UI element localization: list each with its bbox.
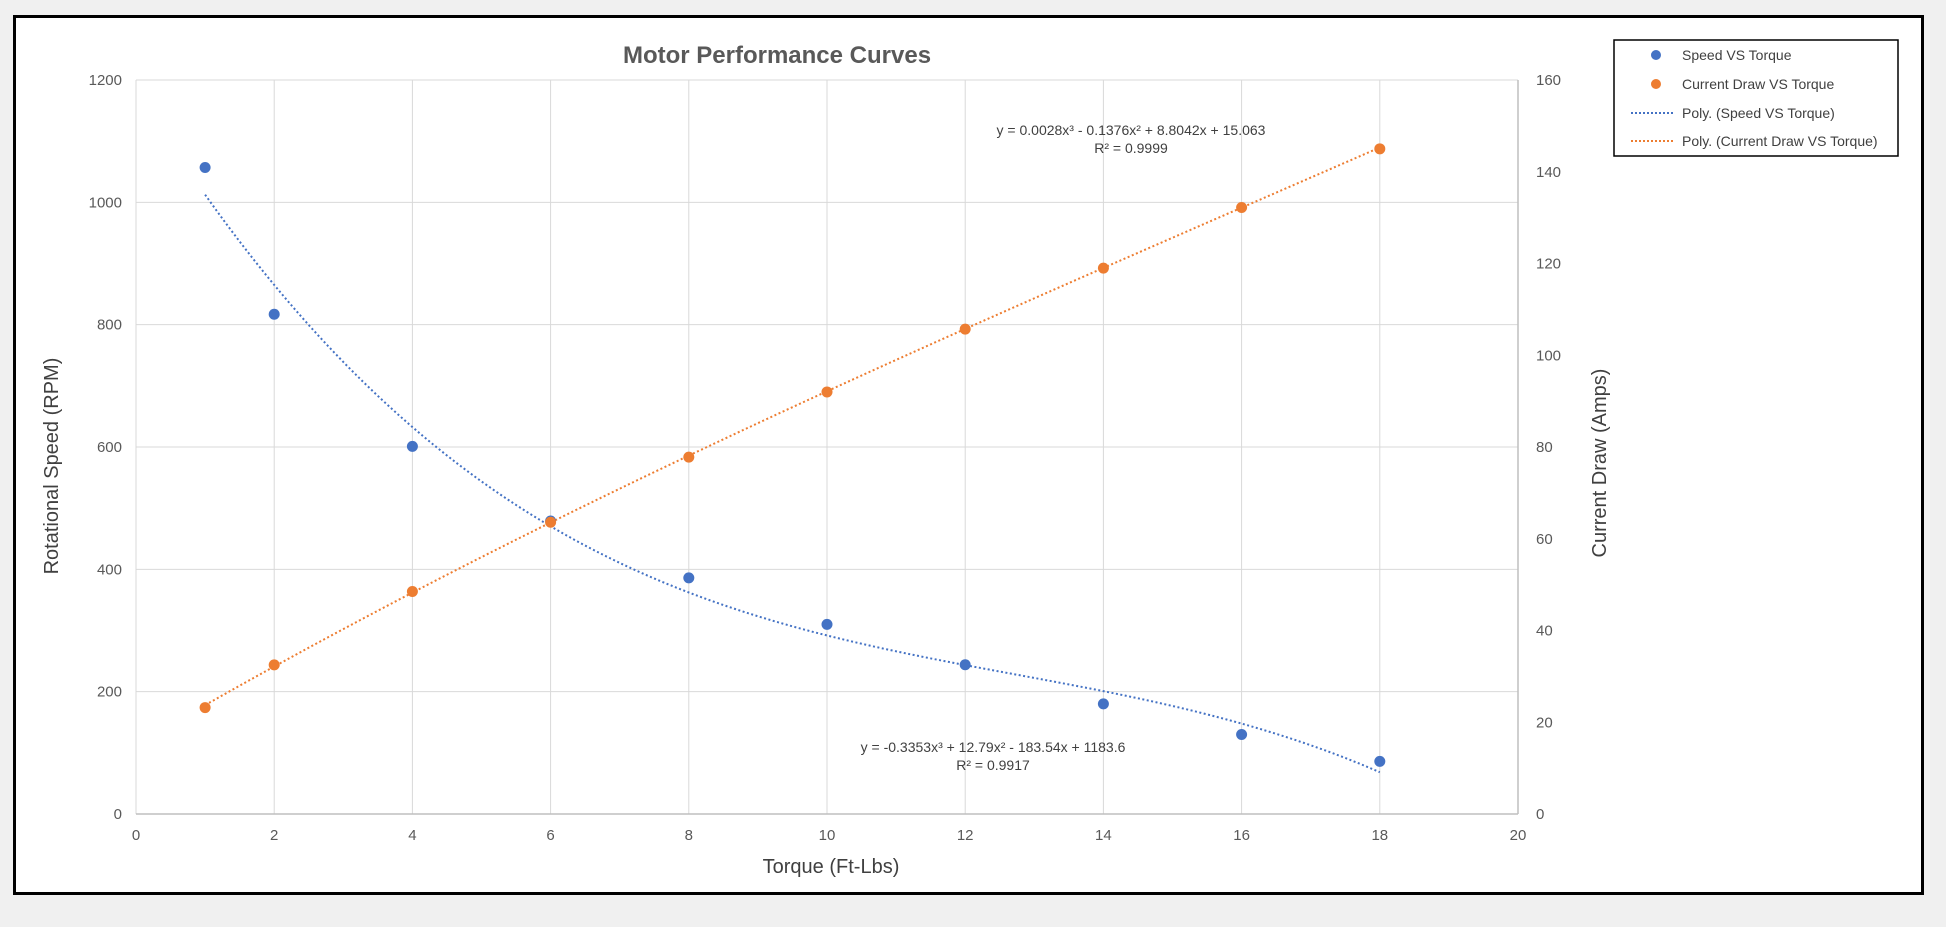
data-points [199,143,1386,767]
current-point [268,659,280,671]
x-tick-label: 20 [1510,827,1527,844]
current-trendline [204,146,1381,706]
speed-point [683,572,695,584]
legend-label-speed-trend: Poly. (Speed VS Torque) [1682,105,1835,121]
x-tick-label: 18 [1371,827,1388,844]
y-axis-title: Rotational Speed (RPM) [41,358,63,575]
chart-title: Motor Performance Curves [623,42,931,69]
y-tick-label: 400 [97,561,122,578]
y2-tick-label: 140 [1536,164,1561,181]
legend-marker-current [1651,79,1661,89]
x-tick-label: 14 [1095,827,1112,844]
x-tick-label: 2 [270,827,278,844]
tick-labels: 0 2 4 6 8 10 12 14 16 18 2002004006008001000120002… [89,72,1561,844]
current-point [199,702,211,714]
speed-point [1097,698,1109,710]
y2-tick-label: 60 [1536,531,1553,548]
speed-point [1374,755,1386,767]
current-point [959,323,971,335]
speed-trendline [204,194,1381,774]
axes [136,80,1519,815]
y2-tick-label: 160 [1536,72,1561,89]
y2-tick-label: 120 [1536,256,1561,273]
legend-label-speed: Speed VS Torque [1682,47,1792,63]
speed-trend-equation: y = -0.3353x³ + 12.79x² - 183.54x + 1183… [861,739,1126,755]
y2-tick-label: 0 [1536,806,1544,823]
current-trend-equation: y = 0.0028x³ - 0.1376x² + 8.8042x + 15.0… [997,122,1266,138]
x-axis-title: Torque (Ft-Lbs) [763,856,900,878]
chart-frame: 0 2 4 6 8 10 12 14 16 18 20 0 200 400 600 800 1000 1200 0 2… [13,15,1924,895]
x-tick-label: 4 [408,827,416,844]
legend: Speed VS Torque Current Draw VS Torque P… [1613,39,1899,157]
x-tick-label: 10 [819,827,836,844]
y-tick-label: 200 [97,684,122,701]
legend-box [1613,39,1899,157]
y-tick-label: 600 [97,439,122,456]
current-point [683,451,695,463]
y2-tick-label: 100 [1536,347,1561,364]
current-trend-r2: R² = 0.9999 [1094,140,1168,156]
y2-tick-label: 80 [1536,439,1553,456]
x-tick-label: 16 [1233,827,1250,844]
x-tick-label: 12 [957,827,974,844]
current-point [1236,202,1248,214]
legend-label-current: Current Draw VS Torque [1682,76,1834,92]
x-tick-label: 0 [132,827,140,844]
speed-point [268,308,280,320]
speed-trend-r2: R² = 0.9917 [956,757,1030,773]
grid-lines [135,79,1519,815]
speed-point [959,659,971,671]
y-tick-label: 1000 [89,194,122,211]
current-point [1097,262,1109,274]
current-point [406,586,418,598]
chart-svg: 0 2 4 6 8 10 12 14 16 18 2002004006008001000120002… [41,39,1899,878]
y-tick-label: 0 [114,806,122,823]
legend-marker-speed [1651,50,1661,60]
current-point [1374,143,1386,155]
y-tick-label: 1200 [89,72,122,89]
y2-axis-title: Current Draw (Amps) [1589,369,1611,558]
x-tick-label: 6 [546,827,554,844]
legend-label-current-trend: Poly. (Current Draw VS Torque) [1682,133,1878,149]
current-point [545,516,557,528]
y-tick-label: 800 [97,317,122,334]
x-tick-label: 8 [685,827,693,844]
speed-point [199,161,211,173]
current-point [821,386,833,398]
speed-point [1236,728,1248,740]
y2-tick-label: 40 [1536,623,1553,640]
speed-point [406,440,418,452]
y2-tick-label: 20 [1536,714,1553,731]
trendlines [204,146,1381,774]
speed-point [821,618,833,630]
